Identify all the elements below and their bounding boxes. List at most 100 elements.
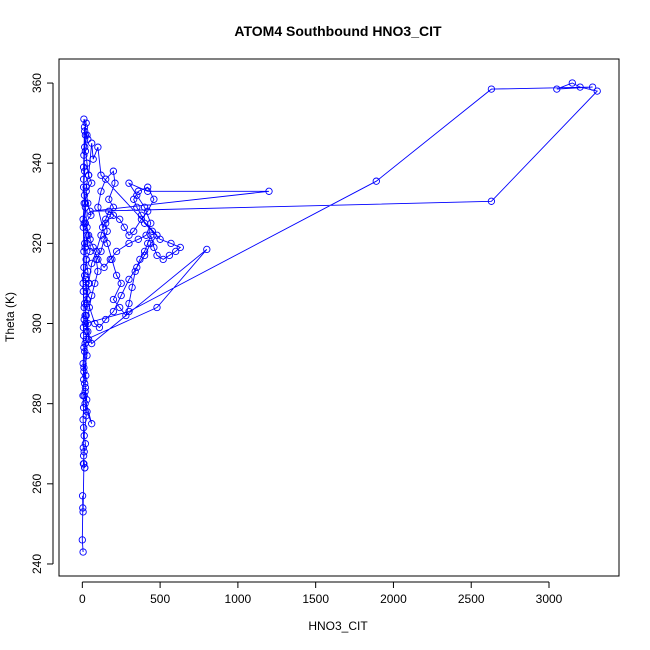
data-point (167, 239, 175, 248)
data-point (78, 536, 86, 544)
data-point (165, 251, 174, 260)
data-point (140, 251, 149, 260)
y-tick-label: 300 (30, 313, 44, 333)
y-tick-label: 340 (30, 153, 44, 173)
data-point (94, 255, 102, 264)
data-point (203, 245, 211, 254)
data-point (159, 255, 167, 264)
data-point (106, 255, 114, 264)
data-point (153, 251, 161, 260)
data-point (117, 291, 125, 300)
data-point (109, 211, 118, 219)
data-point (134, 187, 142, 195)
data-point (147, 219, 155, 227)
x-axis: 0 500 1000 1500 2000 2500 3000 (79, 581, 563, 606)
data-point (97, 231, 105, 239)
data-point (84, 319, 92, 328)
data-point (80, 315, 88, 324)
data-point (80, 247, 88, 256)
data-point (134, 235, 142, 243)
data-point (79, 548, 87, 556)
data-point (105, 195, 113, 203)
data-point (97, 171, 105, 179)
data-point (106, 211, 114, 219)
data-point (81, 147, 90, 155)
data-point (83, 299, 91, 308)
data-point (79, 424, 88, 432)
data-point (79, 215, 87, 223)
data-point (133, 263, 141, 272)
data-point (133, 203, 141, 211)
data-point (112, 271, 121, 280)
data-point (117, 279, 125, 288)
x-tick-label: 2500 (458, 592, 485, 606)
data-point (82, 335, 90, 344)
data-point (79, 404, 88, 412)
data-point (80, 191, 89, 199)
data-point (86, 207, 94, 215)
data-point (79, 323, 88, 332)
data-point (125, 299, 133, 308)
data-point (150, 195, 158, 203)
data-point (79, 460, 88, 468)
data-point (128, 283, 136, 292)
x-axis-label: HNO3_CIT (308, 619, 368, 633)
data-point (136, 255, 144, 264)
data-point (79, 279, 87, 288)
data-point (102, 175, 110, 183)
data-point (81, 143, 89, 151)
data-point (94, 203, 102, 211)
data-point (97, 247, 105, 256)
data-point (79, 416, 87, 424)
x-tick-label: 1000 (225, 592, 252, 606)
data-point (79, 444, 87, 452)
data-point (153, 231, 161, 239)
y-tick-label: 280 (30, 393, 44, 413)
data-point (553, 85, 561, 93)
data-point (81, 319, 90, 328)
data-point (80, 363, 88, 372)
data-point (81, 400, 89, 408)
data-point (80, 219, 88, 227)
y-axis-label: Theta (K) (3, 292, 17, 342)
data-point (98, 223, 107, 231)
data-point (140, 247, 149, 256)
data-point (103, 227, 111, 235)
data-point (81, 127, 89, 135)
data-point (88, 139, 96, 147)
data-point (109, 307, 118, 316)
data-point (85, 303, 93, 312)
data-point (88, 291, 96, 300)
data-point (593, 87, 601, 95)
data-point (80, 375, 88, 384)
data-point (81, 347, 89, 356)
data-point (103, 239, 111, 248)
data-point (137, 215, 146, 223)
data-point (79, 287, 87, 296)
data-point (176, 243, 184, 252)
data-point (80, 115, 88, 123)
data-point (82, 255, 90, 264)
data-point (81, 271, 89, 280)
data-point (100, 263, 108, 272)
data-point (80, 123, 89, 131)
data-point (79, 163, 88, 171)
x-tick-label: 500 (150, 592, 170, 606)
data-point (97, 187, 105, 195)
y-tick-label: 320 (30, 233, 44, 253)
plot-frame (58, 58, 620, 577)
data-point (125, 179, 133, 187)
data-point (147, 239, 155, 248)
data-point (94, 143, 102, 151)
data-point (79, 183, 88, 191)
data-point (81, 239, 89, 248)
data-point (81, 383, 90, 392)
data-point (91, 319, 99, 328)
data-point (148, 227, 156, 235)
series-points (78, 79, 601, 556)
data-point (83, 287, 91, 296)
data-point (82, 371, 90, 380)
data-point (79, 359, 87, 368)
data-point (131, 267, 139, 276)
